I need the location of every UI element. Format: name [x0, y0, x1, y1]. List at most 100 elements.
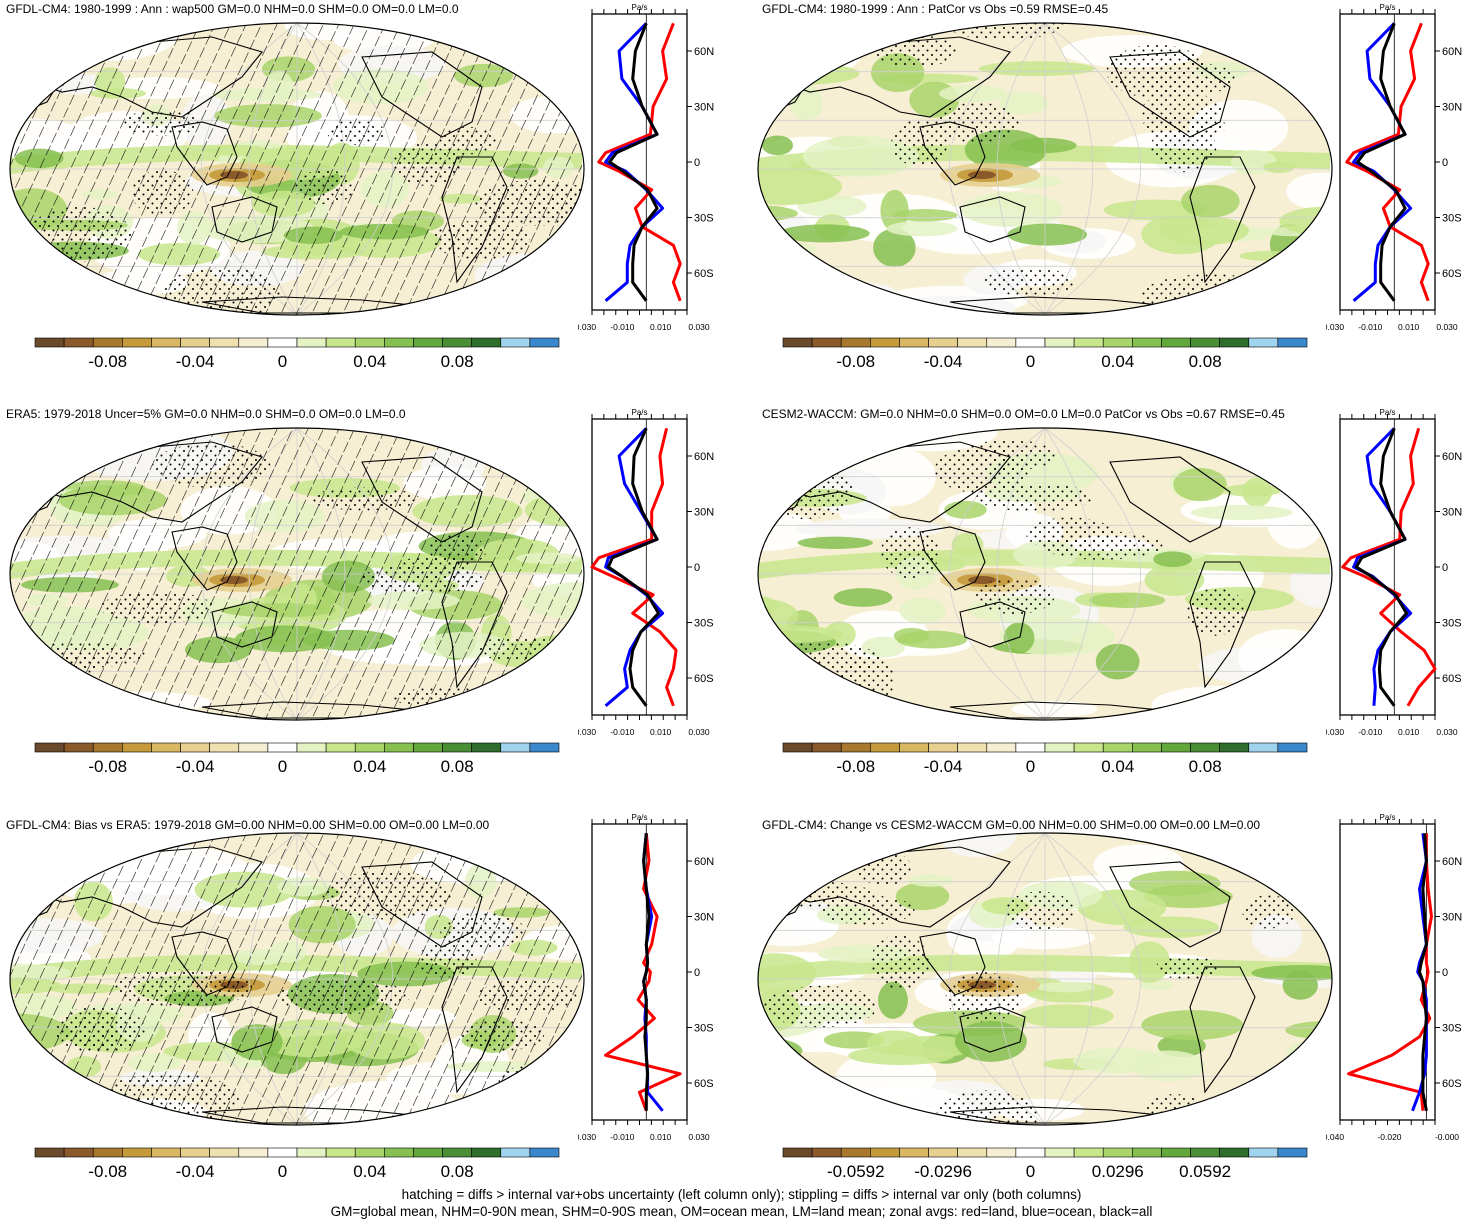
colorbar-label: 0.04 — [353, 1162, 386, 1181]
colorbar-swatch — [1220, 743, 1249, 752]
panel-title: GFDL-CM4: 1980-1999 : Ann : wap500 GM=0.… — [6, 2, 459, 16]
colorbar-label: 0.0296 — [1092, 1162, 1144, 1181]
zonal-xtick-label: -0.010 — [1358, 727, 1382, 737]
colorbar-swatch — [958, 743, 987, 752]
zonal-xtick-label: 0.030 — [688, 727, 710, 737]
zonal-xtick-label: 0.030 — [1436, 322, 1458, 332]
colorbar-label: -0.0296 — [914, 1162, 972, 1181]
colorbar-swatch — [413, 743, 442, 752]
zonal-lat-label: 0 — [694, 967, 700, 979]
zonal-lat-label: 30S — [1442, 213, 1462, 225]
colorbar-swatch — [783, 1148, 812, 1157]
zonal-xtick-label: -0.010 — [610, 727, 634, 737]
colorbar-swatch — [93, 743, 122, 752]
zonal-xtick-label: 0.010 — [650, 727, 672, 737]
zonal-lat-label: 60S — [1442, 673, 1462, 685]
colorbar-swatch — [841, 1148, 870, 1157]
colorbar-label: -0.04 — [924, 757, 963, 776]
robinson-map — [750, 422, 1340, 732]
zonal-series-black — [608, 428, 658, 706]
zonal-lat-label: 0 — [1442, 562, 1448, 574]
colorbar-label: -0.04 — [176, 757, 215, 776]
colorbar-swatch — [472, 743, 501, 752]
zonal-lat-label: 60S — [694, 1078, 714, 1090]
colorbar-label: -0.08 — [88, 757, 127, 776]
colorbar-swatch — [181, 338, 210, 347]
zonal-lat-label: 30N — [1442, 912, 1462, 924]
colorbar-label: 0 — [1026, 352, 1035, 371]
colorbar-swatch — [35, 338, 64, 347]
colorbar-swatch — [355, 1148, 384, 1157]
colorbar-swatch — [1016, 1148, 1045, 1157]
colorbar-swatch — [1045, 743, 1074, 752]
zonal-lat-label: 30N — [694, 507, 714, 519]
zonal-lat-label: 30S — [1442, 1023, 1462, 1035]
colorbar-swatch — [355, 338, 384, 347]
colorbar-swatch — [929, 743, 958, 752]
colorbar-swatch — [1249, 338, 1278, 347]
colorbar-swatch — [530, 743, 559, 752]
colorbar-label: 0.08 — [441, 757, 474, 776]
colorbar-swatch — [151, 338, 180, 347]
colorbar-label: -0.08 — [88, 1162, 127, 1181]
colorbar-swatch — [1103, 1148, 1132, 1157]
colorbar-swatch — [1161, 1148, 1190, 1157]
zonal-xtick-label: -0.030 — [578, 1132, 596, 1142]
zonal-lat-label: 60N — [694, 451, 714, 463]
colorbar-swatch — [530, 338, 559, 347]
zonal-xtick-label: 0.030 — [688, 322, 710, 332]
zonal-lat-label: 0 — [1442, 967, 1448, 979]
zonal-lat-label: 30S — [1442, 618, 1462, 630]
zonal-xtick-label: 0.030 — [1436, 727, 1458, 737]
colorbar-label: 0.04 — [1101, 757, 1134, 776]
colorbar-swatch — [958, 338, 987, 347]
zonal-lat-label: 30S — [694, 213, 714, 225]
robinson-map — [2, 422, 592, 732]
colorbar-swatch — [501, 338, 530, 347]
zonal-xtick-label: 0.010 — [1398, 727, 1420, 737]
colorbar-swatch — [812, 1148, 841, 1157]
colorbar-swatch — [384, 338, 413, 347]
colorbar-label: -0.04 — [924, 352, 963, 371]
colorbar-swatch — [268, 338, 297, 347]
colorbar-swatch — [355, 743, 384, 752]
zonal-lat-label: 0 — [1442, 157, 1448, 169]
zonal-lat-label: 60S — [1442, 1078, 1462, 1090]
colorbar-swatch — [1220, 1148, 1249, 1157]
colorbar-swatch — [812, 338, 841, 347]
colorbar-swatch — [1161, 743, 1190, 752]
colorbar-label: 0.04 — [1101, 352, 1134, 371]
colorbar-label: 0 — [278, 352, 287, 371]
zonal-lat-label: 0 — [694, 157, 700, 169]
colorbar-swatch — [268, 1148, 297, 1157]
zonal-xtick-label: -0.030 — [1326, 727, 1344, 737]
colorbar-swatch — [987, 1148, 1016, 1157]
footer-line-2: GM=global mean, NHM=0-90N mean, SHM=0-90… — [0, 1203, 1483, 1220]
colorbar-swatch — [1074, 1148, 1103, 1157]
colorbar-swatch — [1161, 338, 1190, 347]
zonal-xtick-label: -0.010 — [610, 322, 634, 332]
colorbar-swatch — [1016, 743, 1045, 752]
zonal-series-black — [1356, 428, 1406, 706]
robinson-map — [2, 17, 592, 327]
colorbar-swatch — [783, 338, 812, 347]
colorbar-swatch — [151, 1148, 180, 1157]
zonal-xtick-label: -0.000 — [1435, 1132, 1459, 1142]
colorbar-label: -0.04 — [176, 1162, 215, 1181]
colorbar-label: 0.04 — [353, 352, 386, 371]
colorbar-swatch — [899, 743, 928, 752]
zonal-lat-label: 60N — [694, 46, 714, 58]
colorbar-swatch — [297, 338, 326, 347]
colorbar-swatch — [443, 743, 472, 752]
colorbar-swatch — [326, 743, 355, 752]
colorbar-label: 0.08 — [1189, 757, 1222, 776]
zonal-xtick-label: -0.020 — [1377, 1132, 1401, 1142]
zonal-xtick-label: 0.010 — [650, 1132, 672, 1142]
colorbar-swatch — [501, 743, 530, 752]
colorbar-swatch — [210, 743, 239, 752]
